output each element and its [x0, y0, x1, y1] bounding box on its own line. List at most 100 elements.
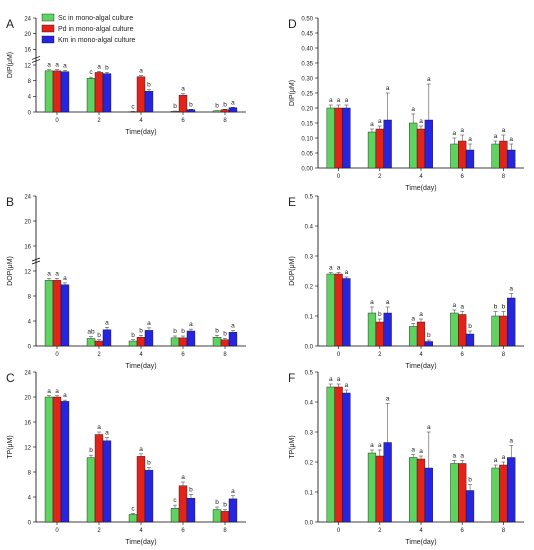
panel-d: D 0.00 0.05 0.10 0.15 0.20 0.25 0.30 0.35 0.40 0.4… — [288, 16, 524, 192]
y-axis-label: DOP(μM) — [289, 256, 296, 286]
significance-letter: a — [419, 448, 423, 455]
bar — [186, 498, 196, 523]
bar — [367, 312, 377, 347]
significance-letter: a — [329, 376, 333, 383]
significance-letter: a — [345, 269, 349, 276]
significance-letter: b — [502, 304, 506, 311]
bar — [228, 107, 238, 113]
bar — [334, 386, 343, 523]
bar — [499, 464, 508, 523]
bar — [178, 337, 188, 347]
x-tick-label: 4 — [419, 528, 423, 534]
significance-letter: b — [89, 447, 93, 454]
bar — [416, 128, 426, 169]
bar — [424, 341, 433, 347]
x-tick-label: 4 — [139, 118, 143, 124]
y-tick-label: 0.35 — [301, 61, 313, 67]
bar — [136, 456, 146, 523]
significance-letter: a — [337, 376, 341, 383]
y-tick-label: 8 — [28, 294, 32, 300]
bar — [465, 490, 475, 523]
significance-letter: a — [181, 474, 185, 481]
legend-label: Km in mono-algal culture — [58, 37, 136, 44]
significance-letter: ab — [87, 329, 95, 336]
significance-letter: a — [329, 97, 333, 104]
bar — [458, 140, 467, 169]
x-tick-label: 6 — [181, 352, 185, 358]
y-tick-label: 0.4 — [305, 400, 314, 406]
y-tick-label: 0.5 — [305, 194, 314, 200]
significance-letter: b — [215, 327, 219, 334]
y-tick-label: 24 — [24, 194, 31, 200]
x-tick-label: 0 — [55, 352, 59, 358]
y-tick-label: 20 — [24, 395, 31, 401]
significance-letter: a — [427, 424, 431, 431]
panel-label: D — [288, 17, 297, 31]
bar — [186, 330, 196, 347]
x-tick-label: 4 — [419, 352, 423, 358]
x-axis-label: Time(day) — [125, 539, 156, 546]
significance-letter: a — [386, 85, 390, 92]
y-tick-label: 0.30 — [301, 76, 313, 82]
bar — [86, 78, 96, 113]
significance-letter: a — [55, 271, 59, 278]
legend-label: Sc in mono-algal culture — [58, 15, 133, 22]
x-tick-label: 2 — [378, 174, 382, 180]
significance-letter: a — [189, 321, 193, 328]
significance-letter: a — [147, 320, 151, 327]
x-tick-label: 4 — [139, 528, 143, 534]
x-tick-label: 6 — [181, 118, 185, 124]
bar — [383, 312, 392, 347]
significance-letter: a — [468, 136, 472, 143]
bar — [212, 337, 222, 347]
significance-letter: a — [453, 130, 457, 137]
significance-letter: c — [131, 103, 135, 110]
significance-letter: b — [173, 103, 177, 110]
bar — [212, 509, 222, 523]
x-tick-label: 4 — [419, 174, 423, 180]
significance-letter: b — [223, 331, 227, 338]
significance-letter: a — [453, 453, 457, 460]
significance-letter: a — [378, 442, 382, 449]
bar — [450, 143, 459, 169]
bar — [128, 514, 138, 523]
axis-break-mark — [31, 257, 41, 262]
bar — [375, 321, 384, 347]
significance-letter: a — [460, 453, 464, 460]
legend-label: Pd in mono-algal culture — [58, 26, 134, 33]
axis-break-mark — [31, 56, 41, 60]
bar — [186, 109, 196, 113]
legend-swatch — [41, 35, 55, 44]
significance-letter: a — [370, 442, 374, 449]
bar — [491, 467, 500, 523]
significance-letter: a — [105, 430, 109, 437]
y-tick-label: 20 — [24, 32, 31, 38]
y-tick-label: 4 — [28, 95, 32, 101]
significance-letter: c — [131, 505, 135, 512]
bar — [44, 280, 54, 347]
y-tick-label: 0.1 — [305, 490, 314, 496]
bar — [416, 458, 426, 523]
bar — [220, 339, 230, 347]
bar — [458, 314, 467, 347]
significance-letter: a — [509, 438, 513, 445]
significance-letter: a — [329, 265, 333, 272]
bar — [450, 463, 459, 523]
significance-letter: a — [139, 446, 143, 453]
bar — [52, 70, 62, 113]
significance-letter: a — [494, 457, 498, 464]
legend: Sc in mono-algal culture Pd in mono-algal… — [41, 13, 136, 44]
significance-letter: b — [468, 323, 472, 330]
bar — [60, 401, 70, 523]
significance-letter: a — [63, 392, 67, 399]
bar — [491, 315, 500, 347]
x-tick-label: 6 — [461, 528, 465, 534]
y-axis-label: DOP(μM) — [7, 256, 14, 286]
x-axis-label: Time(day) — [405, 363, 436, 370]
bar — [94, 72, 104, 113]
bar — [499, 315, 508, 347]
y-tick-label: 16 — [24, 244, 31, 250]
x-tick-label: 2 — [97, 528, 101, 534]
